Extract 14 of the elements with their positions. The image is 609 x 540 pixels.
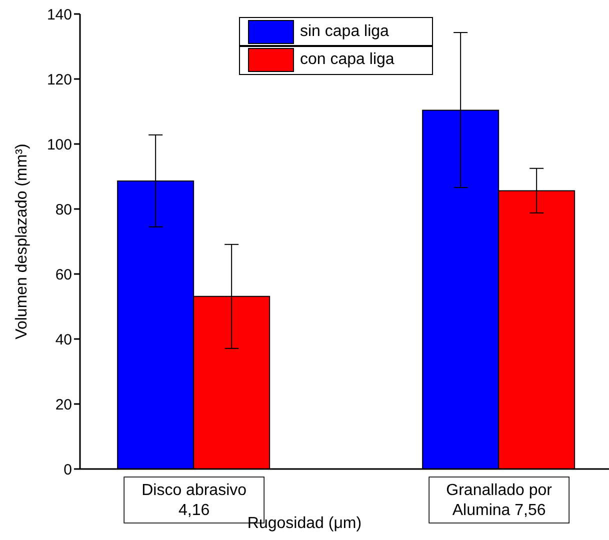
y-tick-label: 100: [46, 136, 72, 154]
y-tick-label: 60: [55, 266, 72, 284]
y-tick-label: 80: [55, 201, 72, 218]
x-axis-title: Rugosidad (μm): [247, 515, 362, 532]
y-axis-title: Volumen desplazado (mm³): [14, 144, 31, 340]
x-tick-label: Disco abrasivo 4,16: [142, 482, 247, 519]
y-tick-label: 120: [46, 71, 72, 88]
legend-label: con capa liga: [300, 51, 394, 69]
y-tick-label: 140: [46, 6, 72, 24]
legend-label: sin capa liga: [300, 23, 389, 41]
y-tick-label: 20: [55, 396, 72, 414]
x-tick-label: Granallado por Alumina 7,56: [446, 482, 553, 519]
y-tick-label: 0: [64, 461, 72, 478]
y-tick-label: 40: [55, 331, 72, 348]
